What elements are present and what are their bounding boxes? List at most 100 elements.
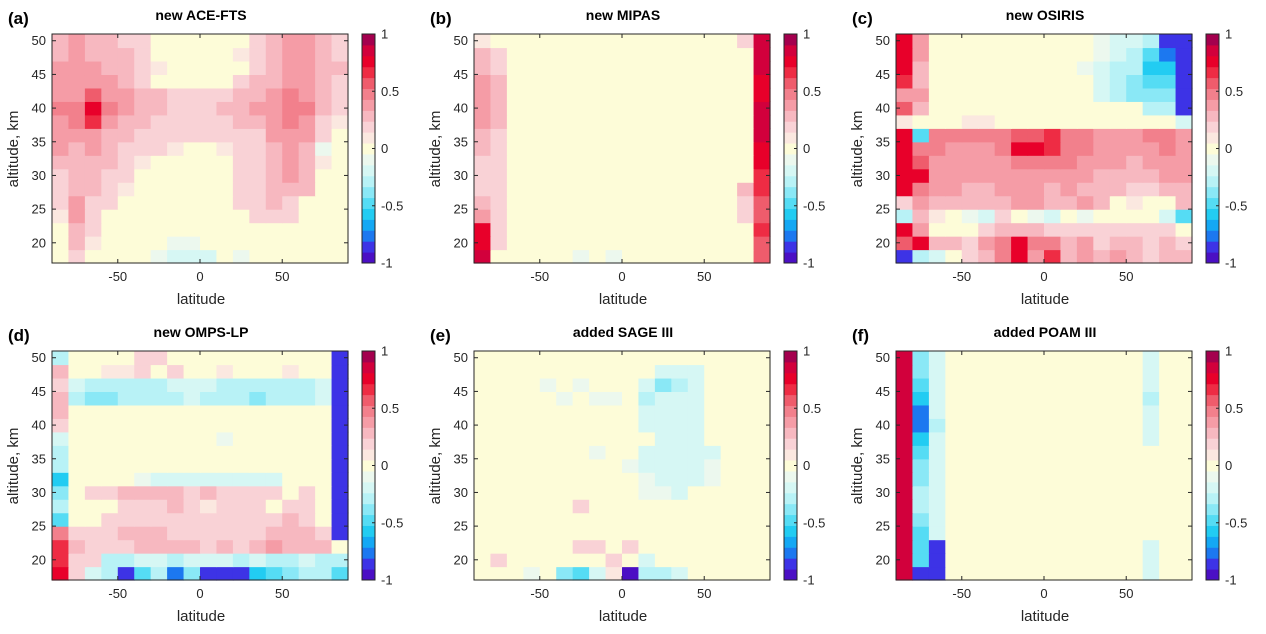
heatmap-cell	[1076, 141, 1094, 156]
heatmap-cell	[753, 485, 771, 500]
heatmap-cell	[896, 155, 914, 170]
heatmap-cell	[265, 249, 283, 264]
heatmap-cell	[687, 431, 705, 446]
heatmap-cell	[101, 101, 119, 116]
heatmap-cell	[1076, 472, 1094, 487]
heatmap-cell	[506, 101, 524, 116]
heatmap-cell	[1060, 155, 1078, 170]
heatmap-cell	[249, 364, 267, 379]
heatmap-cell	[704, 182, 722, 197]
heatmap-cell	[167, 539, 185, 554]
heatmap-cell	[994, 364, 1012, 379]
heatmap-cell	[134, 141, 152, 156]
heatmap-cell	[1109, 391, 1127, 406]
heatmap-cell	[101, 87, 119, 102]
y-tick-label: 45	[876, 384, 890, 399]
heatmap-cell	[150, 87, 168, 102]
heatmap-cell	[490, 458, 508, 473]
y-tick-label: 35	[876, 134, 890, 149]
heatmap-cell	[1011, 60, 1029, 76]
y-tick-label: 25	[454, 202, 468, 217]
heatmap-cell	[183, 222, 201, 237]
heatmap-cell	[1142, 499, 1160, 514]
heatmap-cell	[1175, 141, 1193, 156]
heatmap-cell	[1076, 445, 1094, 460]
heatmap-cell	[945, 485, 963, 500]
heatmap-cell	[134, 418, 152, 433]
heatmap-cell	[265, 155, 283, 170]
colorbar-segment	[362, 470, 375, 483]
heatmap-cell	[978, 47, 996, 62]
heatmap-cell	[654, 553, 672, 568]
colorbar-segment	[1206, 569, 1219, 581]
heatmap-cell	[671, 364, 689, 379]
colorbar-segment	[362, 394, 375, 407]
panel-title-d: new OMPS-LP	[154, 324, 249, 340]
heatmap-cell	[638, 87, 656, 102]
heatmap-cell	[134, 526, 152, 541]
x-tick-label: 0	[1040, 586, 1047, 601]
heatmap-cell	[315, 74, 333, 89]
heatmap-cell	[1060, 351, 1078, 366]
y-tick-label: 30	[454, 168, 468, 183]
x-axis-label-e: latitude	[599, 608, 647, 625]
heatmap-cell	[265, 209, 283, 224]
heatmap-cell	[490, 222, 508, 237]
heatmap-cell	[896, 539, 914, 554]
y-tick-label: 30	[876, 485, 890, 500]
colorbar-e: -1-0.500.51	[783, 344, 825, 588]
heatmap-cell	[928, 499, 946, 514]
heatmap-cell	[961, 472, 979, 487]
heatmap-cell	[84, 114, 102, 129]
heatmap-cell	[704, 168, 722, 183]
heatmap-cells-e	[474, 351, 771, 581]
heatmap-cell	[1126, 236, 1144, 251]
heatmap-cell	[52, 60, 70, 76]
heatmap-cell	[298, 431, 316, 446]
heatmap-cell	[622, 458, 640, 473]
heatmap-cell	[1142, 485, 1160, 500]
heatmap-cell	[101, 553, 119, 568]
heatmap-cell	[167, 445, 185, 460]
heatmap-cell	[1060, 364, 1078, 379]
heatmap-cell	[1076, 377, 1094, 393]
heatmap-cell	[101, 74, 119, 89]
x-tick-label: 50	[1119, 269, 1133, 284]
heatmap-cell	[912, 74, 930, 89]
heatmap-cell	[265, 377, 283, 393]
heatmap-cell	[331, 526, 349, 541]
heatmap-cell	[52, 236, 70, 251]
colorbar-segment	[784, 460, 797, 472]
colorbar-segment	[1206, 164, 1219, 177]
heatmap-cell	[605, 472, 623, 487]
heatmap-cell	[753, 60, 771, 76]
heatmap-cell	[282, 418, 300, 433]
heatmap-cell	[52, 182, 70, 197]
heatmap-cell	[1109, 499, 1127, 514]
heatmap-cell	[282, 526, 300, 541]
heatmap-cell	[331, 539, 349, 554]
heatmap-cell	[150, 539, 168, 554]
heatmap-cell	[945, 114, 963, 129]
heatmap-cell	[117, 195, 135, 210]
heatmap-cell	[539, 431, 557, 446]
y-axis-label-a: altitude, km	[5, 111, 22, 188]
heatmap-cell	[622, 526, 640, 541]
heatmap-cell	[1044, 101, 1062, 116]
heatmap-cell	[654, 74, 672, 89]
x-tick-label: 0	[1040, 269, 1047, 284]
heatmap-cell	[1109, 377, 1127, 393]
heatmap-cell	[68, 351, 86, 366]
heatmap-cell	[928, 431, 946, 446]
heatmap-cell	[720, 445, 738, 460]
heatmap-cell	[1159, 222, 1177, 237]
heatmap-cell	[52, 155, 70, 170]
heatmap-cell	[589, 499, 607, 514]
colorbar-segment	[362, 99, 375, 111]
heatmap-cell	[737, 391, 755, 406]
heatmap-cell	[622, 351, 640, 366]
heatmap-cell	[1109, 404, 1127, 419]
colorbar-segment	[784, 351, 797, 363]
heatmap-cell	[572, 445, 590, 460]
heatmap-cell	[912, 526, 930, 541]
